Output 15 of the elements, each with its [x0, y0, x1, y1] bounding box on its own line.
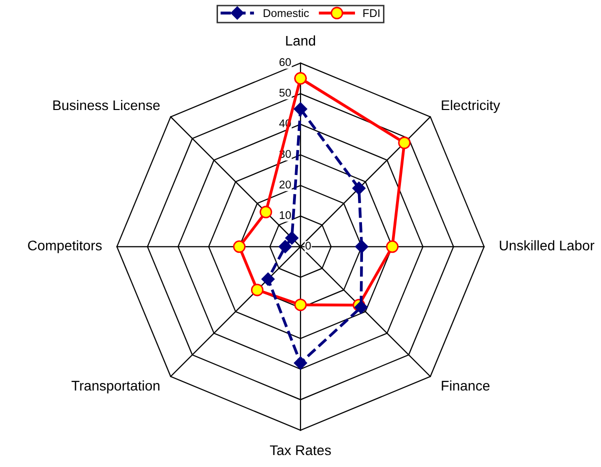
y-tick-label: 10	[280, 211, 291, 220]
spoke-label: Finance	[442, 380, 490, 391]
legend-label: FDI	[363, 9, 380, 17]
spoke-label: Electricity	[442, 100, 500, 113]
y-tick-label: 50	[279, 88, 291, 97]
spoke-label: Tax Rates	[270, 445, 331, 456]
spoke-label: Transportation	[72, 380, 160, 394]
spoke-label: Unskilled Labor	[500, 240, 594, 250]
y-tick-label: 60	[280, 58, 291, 66]
y-tick-label: 0	[306, 242, 311, 250]
legend-label: Domestic	[264, 8, 309, 18]
spoke-label: Land	[286, 35, 316, 46]
spoke-label: Competitors	[28, 240, 102, 254]
y-tick-label: 20	[280, 180, 291, 188]
spoke-label: Business License	[53, 100, 160, 110]
